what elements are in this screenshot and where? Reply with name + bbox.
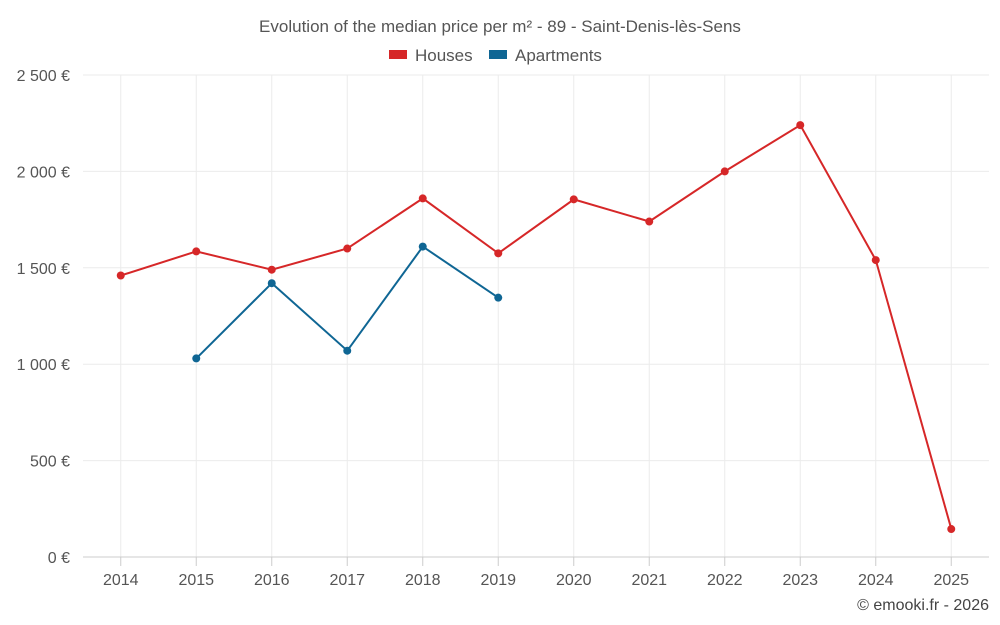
data-point-houses-2025 [947, 525, 956, 534]
data-point-houses-2022 [720, 167, 729, 176]
data-point-houses-2021 [645, 217, 654, 226]
legend-swatch-houses [389, 50, 407, 59]
x-tick-label: 2024 [858, 572, 894, 589]
series [116, 121, 956, 534]
y-tick-label: 500 € [30, 454, 70, 471]
x-tick-label: 2023 [782, 572, 818, 589]
data-point-houses-2018 [418, 194, 427, 203]
data-point-apartments-2017 [343, 346, 352, 355]
data-point-houses-2015 [192, 247, 201, 256]
legend-label-apartments: Apartments [515, 46, 602, 65]
legend-swatch-apartments [489, 50, 507, 59]
x-tick-label: 2015 [178, 572, 214, 589]
data-point-houses-2023 [796, 121, 805, 130]
legend: Houses Apartments [389, 46, 602, 65]
x-tick-label: 2017 [329, 572, 365, 589]
chart-title: Evolution of the median price per m² - 8… [259, 17, 741, 36]
data-point-houses-2016 [267, 265, 276, 274]
data-point-houses-2019 [494, 249, 503, 258]
data-point-apartments-2015 [192, 354, 201, 363]
x-tick-label: 2021 [631, 572, 667, 589]
x-tick-label: 2014 [103, 572, 139, 589]
x-tick-label: 2016 [254, 572, 290, 589]
data-point-houses-2024 [871, 256, 880, 265]
legend-label-houses: Houses [415, 46, 473, 65]
y-tick-label: 2 000 € [17, 164, 70, 181]
x-tick-label: 2022 [707, 572, 743, 589]
data-point-apartments-2019 [494, 293, 503, 302]
y-tick-label: 1 500 € [17, 261, 70, 278]
series-line-houses [120, 123, 953, 530]
credit-text: © emooki.fr - 2026 [857, 597, 989, 614]
data-point-apartments-2016 [267, 279, 276, 288]
x-tick-label: 2019 [480, 572, 516, 589]
x-tick-label: 2025 [933, 572, 969, 589]
x-tick-label: 2020 [556, 572, 592, 589]
data-point-apartments-2018 [418, 242, 427, 251]
y-tick-label: 1 000 € [17, 357, 70, 374]
axes: 0 € 500 € 1 000 € 1 500 € 2 000 € 2 500 € 2014… [17, 68, 989, 589]
data-point-houses-2020 [569, 195, 578, 204]
data-point-houses-2017 [343, 244, 352, 253]
data-point-houses-2014 [116, 271, 125, 280]
y-tick-label: 0 € [48, 550, 70, 567]
grid [83, 74, 989, 557]
x-tick-label: 2018 [405, 572, 441, 589]
y-tick-label: 2 500 € [17, 68, 70, 85]
